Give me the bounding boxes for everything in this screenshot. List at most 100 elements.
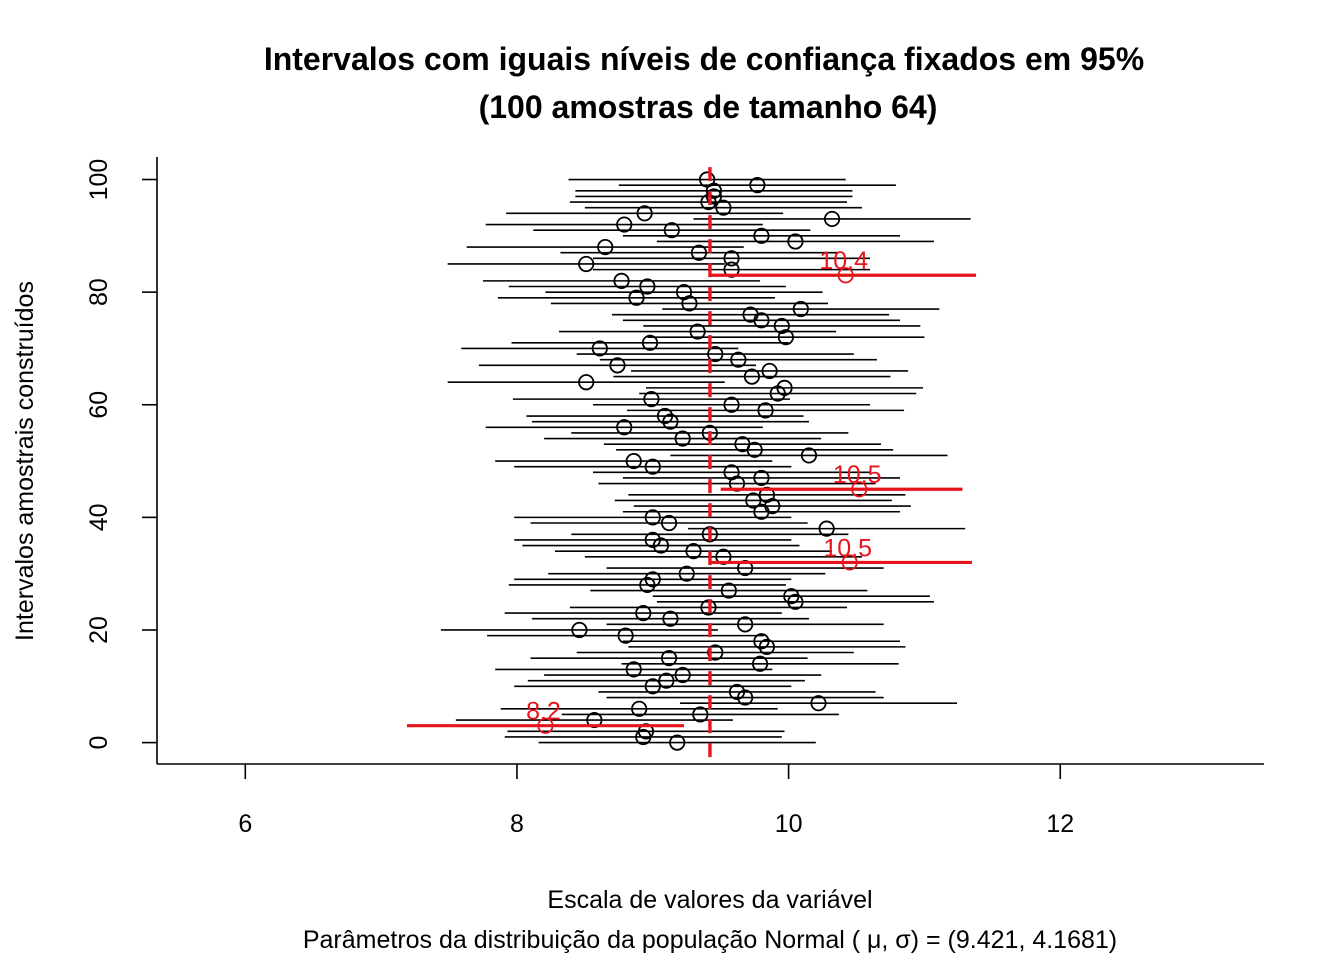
sample-mean-point [758, 638, 775, 655]
sample-mean-point [773, 317, 790, 335]
y-tick-label: 40 [85, 503, 113, 531]
x-axis-label: Escala de valores da variável [547, 886, 872, 914]
sample-mean-point [753, 469, 770, 487]
y-tick-label: 80 [85, 278, 113, 306]
sample-mean-point [753, 227, 770, 244]
sample-mean-point [742, 306, 759, 323]
sample-mean-point [660, 514, 678, 532]
chart-subtitle: (100 amostras de tamanho 64) [479, 89, 938, 125]
sample-mean-point [745, 492, 762, 509]
sample-mean-point [707, 345, 724, 363]
sample-mean-point [723, 464, 740, 481]
sample-mean-point [707, 644, 724, 661]
sample-mean-point [591, 340, 608, 357]
sample-mean-point [658, 672, 675, 689]
sample-mean-point [787, 233, 804, 250]
sample-mean-point [701, 526, 718, 543]
sample-mean-point [730, 351, 747, 368]
sample-mean-point [776, 379, 793, 396]
sample-mean-point [675, 284, 693, 301]
sample-mean-point [692, 706, 709, 723]
sample-mean-point [609, 357, 626, 374]
sample-mean-point [644, 571, 661, 588]
sample-mean-point [705, 188, 722, 205]
sample-mean-point [720, 582, 737, 599]
sample-mean-point [757, 402, 774, 419]
sample-mean-point [628, 289, 645, 306]
x-tick-label: 8 [510, 810, 524, 838]
highlighted-mean-point [851, 481, 868, 498]
x-tick-label: 10 [775, 810, 803, 838]
sample-mean-point [777, 329, 794, 346]
sample-mean-point [636, 205, 653, 222]
sample-mean-point [597, 238, 614, 256]
sample-mean-point [643, 391, 660, 408]
sample-mean-point [635, 604, 652, 622]
highlighted-interval-label: 10.5 [823, 534, 872, 562]
sample-mean-point [616, 216, 633, 233]
sample-mean-point [644, 531, 661, 548]
sample-mean-point [660, 650, 678, 667]
sample-mean-point [639, 278, 656, 295]
sample-mean-point [810, 695, 827, 712]
sample-mean-point [737, 616, 754, 633]
sample-mean-point [641, 334, 659, 351]
sample-mean-point [723, 250, 740, 267]
sample-mean-point [674, 666, 691, 684]
sample-mean-point [578, 374, 595, 391]
highlighted-interval-label: 8.2 [526, 698, 561, 726]
y-axis-label: Intervalos amostrais construídos [11, 281, 39, 641]
sample-mean-point [674, 430, 691, 447]
sample-mean-point [662, 610, 679, 627]
sample-mean-point [749, 177, 766, 194]
sample-mean-point [690, 244, 708, 261]
sample-mean-point [644, 509, 661, 526]
highlighted-intervals: 8.2 10.5 10.5 10.4 [406, 247, 977, 734]
interval-lines [440, 178, 971, 744]
sample-mean-point [685, 543, 702, 560]
sample-mean-point [625, 452, 642, 470]
sample-mean-point [792, 300, 809, 318]
sample-mean-point [639, 576, 656, 594]
sample-mean-point [578, 255, 595, 273]
sample-mean-point [715, 199, 732, 216]
highlighted-mean-point [537, 717, 554, 734]
sample-mean-point [743, 368, 761, 385]
y-tick-label: 0 [85, 736, 113, 750]
sample-mean-point [662, 413, 679, 430]
sample-mean-point [734, 436, 751, 453]
sample-mean-point [652, 537, 670, 554]
sample-mean-point [656, 407, 674, 425]
y-tick-label: 20 [85, 616, 113, 644]
sample-mean-point [613, 272, 630, 289]
highlighted-interval-label: 10.4 [819, 247, 868, 275]
sample-mean-point [737, 689, 754, 706]
sample-mean-point [723, 396, 740, 413]
axes: 6 8 10 12 0 20 40 60 80 100 [85, 157, 1264, 838]
sample-mean-point [728, 683, 746, 701]
sample-mean-point [783, 588, 800, 605]
x-tick-label: 6 [238, 810, 252, 838]
x-axis-sublabel: Parâmetros da distribuição da população … [303, 926, 1117, 954]
sample-mean-point [699, 171, 716, 188]
y-tick-label: 100 [85, 159, 113, 201]
highlighted-interval-label: 10.5 [833, 461, 882, 489]
sample-mean-point [689, 323, 706, 340]
sample-mean-point [669, 734, 686, 751]
sample-mean-point [631, 700, 648, 717]
sample-mean-point [663, 222, 680, 239]
sample-mean-point [753, 633, 770, 650]
sample-mean-point [818, 520, 835, 537]
sample-mean-point [644, 678, 661, 695]
y-tick-label: 60 [85, 391, 113, 419]
sample-mean-point [678, 565, 695, 582]
sample-mean-point [571, 621, 588, 639]
sample-mean-point [616, 419, 633, 436]
sample-mean-point [625, 661, 642, 678]
x-tick-label: 12 [1046, 810, 1074, 838]
sample-mean-point [644, 458, 661, 475]
sample-mean-point [800, 447, 818, 464]
highlighted-mean-point [841, 554, 858, 571]
